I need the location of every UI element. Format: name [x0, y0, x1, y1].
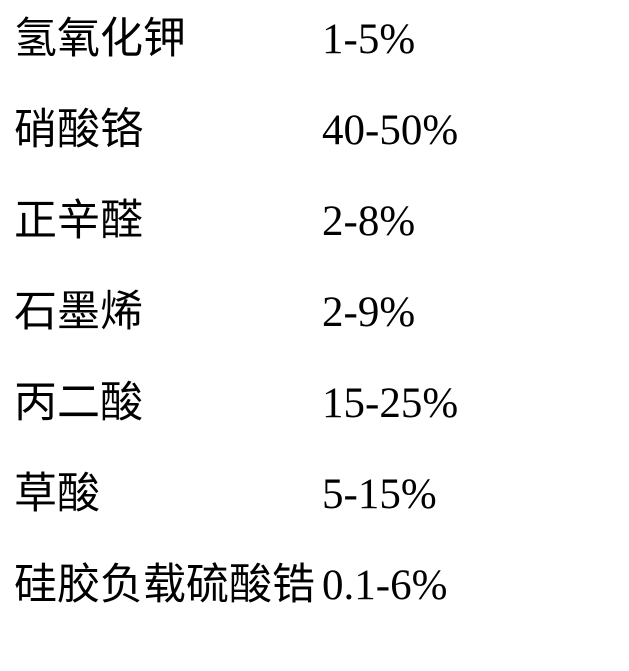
ingredient-value: 40-50%	[322, 109, 458, 152]
ingredient-label: 石墨烯	[14, 291, 322, 334]
ingredient-label: 正辛醛	[14, 200, 322, 243]
table-row: 丙二酸 15-25%	[14, 382, 629, 425]
ingredient-label: 硅胶负载硫酸锆	[14, 564, 322, 607]
ingredient-value: 0.1-6%	[322, 564, 447, 607]
table-row: 硝酸铬 40-50%	[14, 109, 629, 152]
ingredient-label: 丙二酸	[14, 382, 322, 425]
table-row: 石墨烯 2-9%	[14, 291, 629, 334]
ingredient-value: 15-25%	[322, 382, 458, 425]
table-row: 草酸 5-15%	[14, 473, 629, 516]
composition-table: 氢氧化钾 1-5% 硝酸铬 40-50% 正辛醛 2-8% 石墨烯 2-9% 丙…	[0, 0, 629, 607]
ingredient-value: 2-8%	[322, 200, 415, 243]
ingredient-label: 硝酸铬	[14, 109, 322, 152]
ingredient-label: 草酸	[14, 473, 322, 516]
ingredient-value: 2-9%	[322, 291, 415, 334]
table-row: 正辛醛 2-8%	[14, 200, 629, 243]
ingredient-value: 5-15%	[322, 473, 437, 516]
ingredient-label: 氢氧化钾	[14, 18, 322, 61]
ingredient-value: 1-5%	[322, 18, 415, 61]
table-row: 氢氧化钾 1-5%	[14, 18, 629, 61]
table-row: 硅胶负载硫酸锆 0.1-6%	[14, 564, 629, 607]
